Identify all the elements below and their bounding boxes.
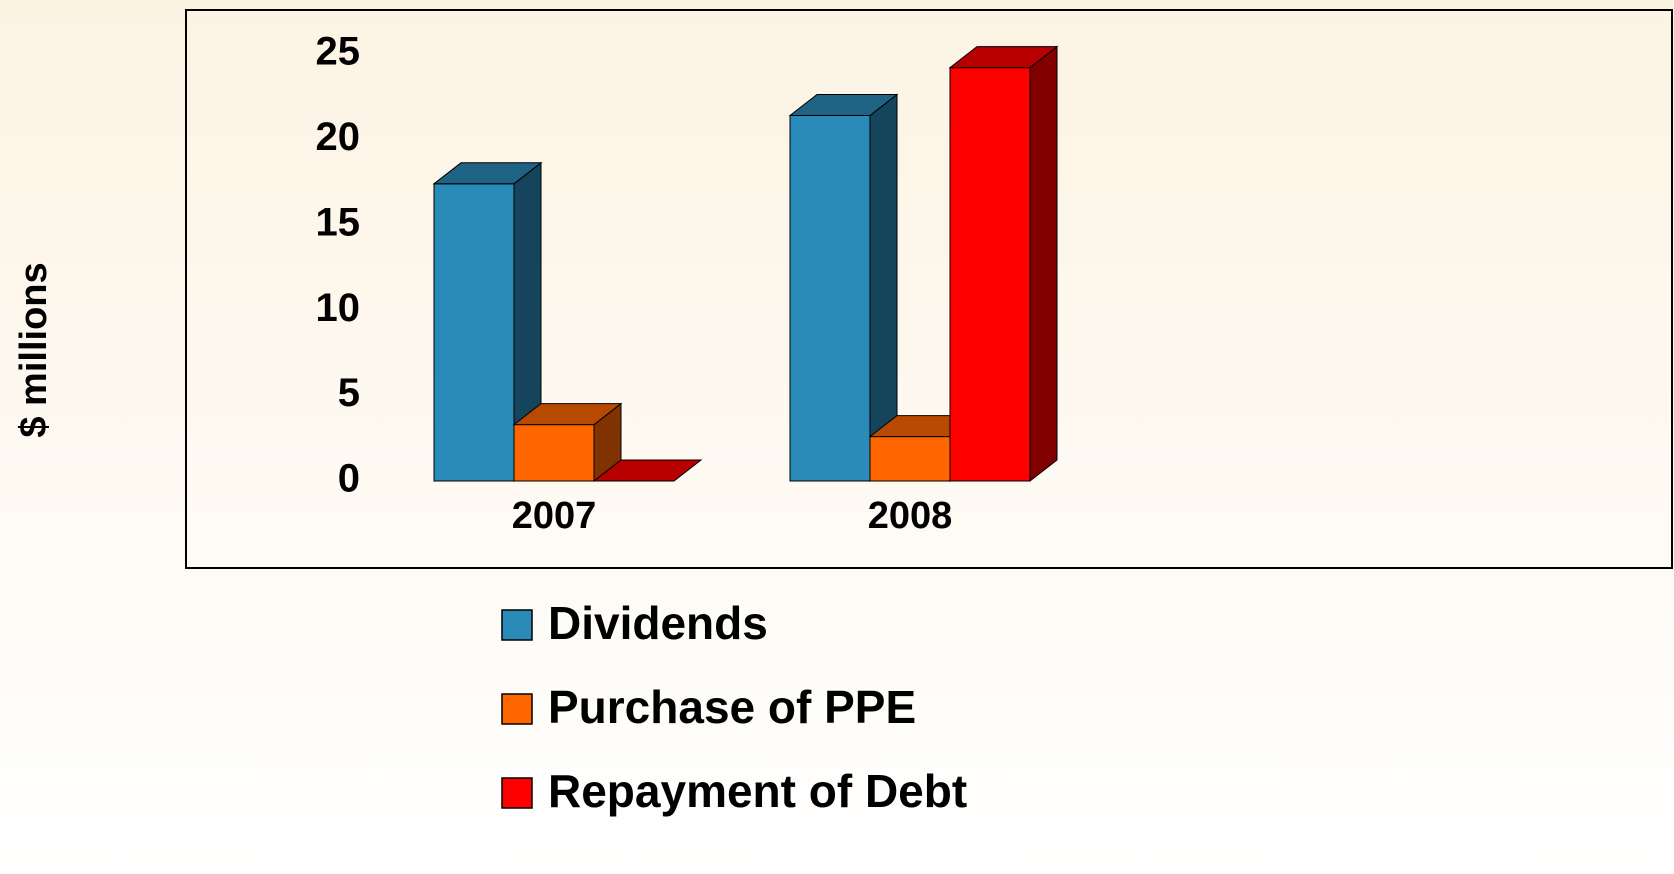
bar-front	[513, 424, 595, 482]
y-tick-label: 5	[338, 371, 360, 415]
legend-label: Purchase of PPE	[548, 681, 916, 733]
y-tick-label: 20	[316, 115, 361, 159]
plot-frame	[185, 9, 1673, 569]
bar-front	[869, 436, 951, 482]
legend-label: Repayment of Debt	[548, 765, 967, 817]
y-tick-label: 10	[316, 286, 361, 330]
x-tick-label: 2007	[512, 495, 597, 537]
y-tick-label: 0	[338, 457, 360, 501]
bar-front	[433, 183, 515, 482]
bar-top	[948, 46, 1059, 69]
y-axis-label: $ millions	[13, 262, 55, 437]
bar-front	[949, 67, 1031, 482]
y-tick-label: 15	[316, 200, 361, 244]
legend-swatch	[501, 609, 533, 641]
legend-swatch	[501, 693, 533, 725]
bar	[948, 45, 1059, 483]
bar-top	[788, 93, 899, 116]
bar	[788, 93, 899, 483]
bar-side	[1029, 45, 1058, 483]
bar	[432, 161, 543, 483]
legend-label: Dividends	[548, 597, 768, 649]
y-tick-label: 25	[316, 30, 361, 74]
bar-top	[512, 403, 623, 426]
bar	[592, 459, 703, 482]
legend-swatch	[501, 777, 533, 809]
bar-top	[432, 162, 543, 185]
bar-front	[789, 114, 871, 482]
bar-top	[592, 459, 703, 482]
x-tick-label: 2008	[868, 495, 953, 537]
bar	[512, 402, 623, 483]
